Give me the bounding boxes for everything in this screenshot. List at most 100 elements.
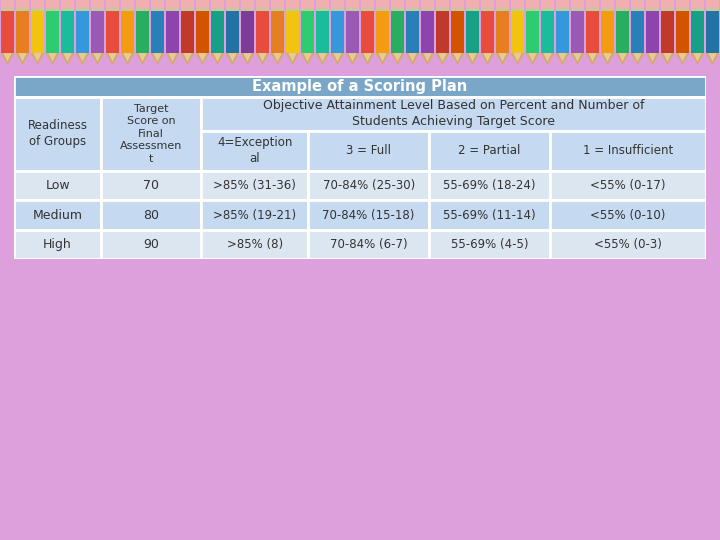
Bar: [225, 0, 240, 8]
Bar: [308, 230, 429, 259]
Bar: [600, 8, 614, 11]
Bar: [690, 8, 704, 11]
Bar: [106, 8, 120, 11]
Polygon shape: [333, 53, 341, 62]
Bar: [405, 0, 419, 8]
Bar: [30, 0, 45, 53]
Polygon shape: [573, 53, 582, 62]
Bar: [315, 0, 330, 8]
Bar: [14, 230, 101, 259]
Bar: [571, 0, 585, 53]
Bar: [308, 171, 429, 200]
Bar: [526, 0, 539, 53]
Polygon shape: [556, 53, 570, 65]
Bar: [135, 0, 150, 53]
Text: 55-69% (4-5): 55-69% (4-5): [451, 238, 528, 251]
Bar: [616, 8, 629, 11]
Bar: [550, 171, 706, 200]
Bar: [510, 0, 524, 8]
Polygon shape: [213, 53, 222, 62]
Bar: [210, 8, 225, 11]
Bar: [14, 76, 706, 97]
Bar: [675, 0, 690, 53]
Polygon shape: [390, 53, 405, 65]
Bar: [240, 0, 254, 8]
Bar: [495, 0, 510, 53]
Polygon shape: [243, 53, 252, 62]
Bar: [675, 8, 690, 11]
Text: <55% (0-3): <55% (0-3): [594, 238, 662, 251]
Polygon shape: [544, 53, 552, 62]
Polygon shape: [346, 53, 359, 65]
Bar: [376, 8, 390, 11]
Polygon shape: [510, 53, 524, 65]
Bar: [436, 0, 449, 53]
Bar: [301, 0, 315, 53]
Bar: [571, 8, 585, 11]
Text: Readiness
of Groups: Readiness of Groups: [27, 119, 88, 148]
Text: 70-84% (6-7): 70-84% (6-7): [330, 238, 408, 251]
Text: Example of a Scoring Plan: Example of a Scoring Plan: [253, 79, 467, 93]
Bar: [225, 0, 240, 53]
Bar: [646, 0, 660, 8]
Bar: [390, 0, 405, 53]
Bar: [390, 0, 405, 8]
Polygon shape: [498, 53, 507, 62]
Bar: [301, 8, 315, 11]
Bar: [76, 0, 89, 8]
Bar: [690, 0, 704, 53]
Text: <55% (0-10): <55% (0-10): [590, 208, 665, 221]
Polygon shape: [483, 53, 492, 62]
Bar: [256, 8, 269, 11]
Bar: [495, 8, 510, 11]
Polygon shape: [559, 53, 567, 62]
Polygon shape: [256, 53, 269, 65]
Polygon shape: [16, 53, 30, 65]
Polygon shape: [451, 53, 464, 65]
Bar: [14, 171, 101, 200]
Bar: [346, 0, 359, 53]
Bar: [675, 0, 690, 8]
Polygon shape: [708, 53, 716, 62]
Bar: [271, 8, 284, 11]
Bar: [495, 0, 510, 8]
Bar: [420, 0, 434, 8]
Polygon shape: [48, 53, 57, 62]
Bar: [201, 131, 308, 171]
Text: Low: Low: [45, 179, 70, 192]
Bar: [225, 8, 240, 11]
Polygon shape: [376, 53, 390, 65]
Polygon shape: [618, 53, 626, 62]
Bar: [14, 97, 101, 171]
Bar: [616, 0, 629, 53]
Polygon shape: [45, 53, 60, 65]
Text: 70: 70: [143, 179, 159, 192]
Bar: [466, 0, 480, 8]
Bar: [271, 0, 284, 8]
Bar: [706, 0, 719, 8]
Polygon shape: [348, 53, 356, 62]
Polygon shape: [168, 53, 176, 62]
Bar: [201, 97, 706, 131]
Polygon shape: [541, 53, 554, 65]
Bar: [315, 0, 330, 53]
Bar: [346, 0, 359, 8]
Polygon shape: [108, 53, 117, 62]
Polygon shape: [420, 53, 434, 65]
Polygon shape: [274, 53, 282, 62]
Polygon shape: [661, 53, 675, 65]
Text: >85% (31-36): >85% (31-36): [213, 179, 296, 192]
Bar: [550, 131, 706, 171]
Bar: [121, 0, 135, 8]
Polygon shape: [184, 53, 192, 62]
Bar: [585, 8, 599, 11]
Bar: [181, 8, 194, 11]
Bar: [481, 8, 495, 11]
Bar: [76, 0, 89, 53]
Bar: [1, 0, 14, 8]
Polygon shape: [330, 53, 344, 65]
Bar: [706, 0, 719, 53]
Polygon shape: [301, 53, 315, 65]
Bar: [101, 171, 201, 200]
Polygon shape: [706, 53, 719, 65]
